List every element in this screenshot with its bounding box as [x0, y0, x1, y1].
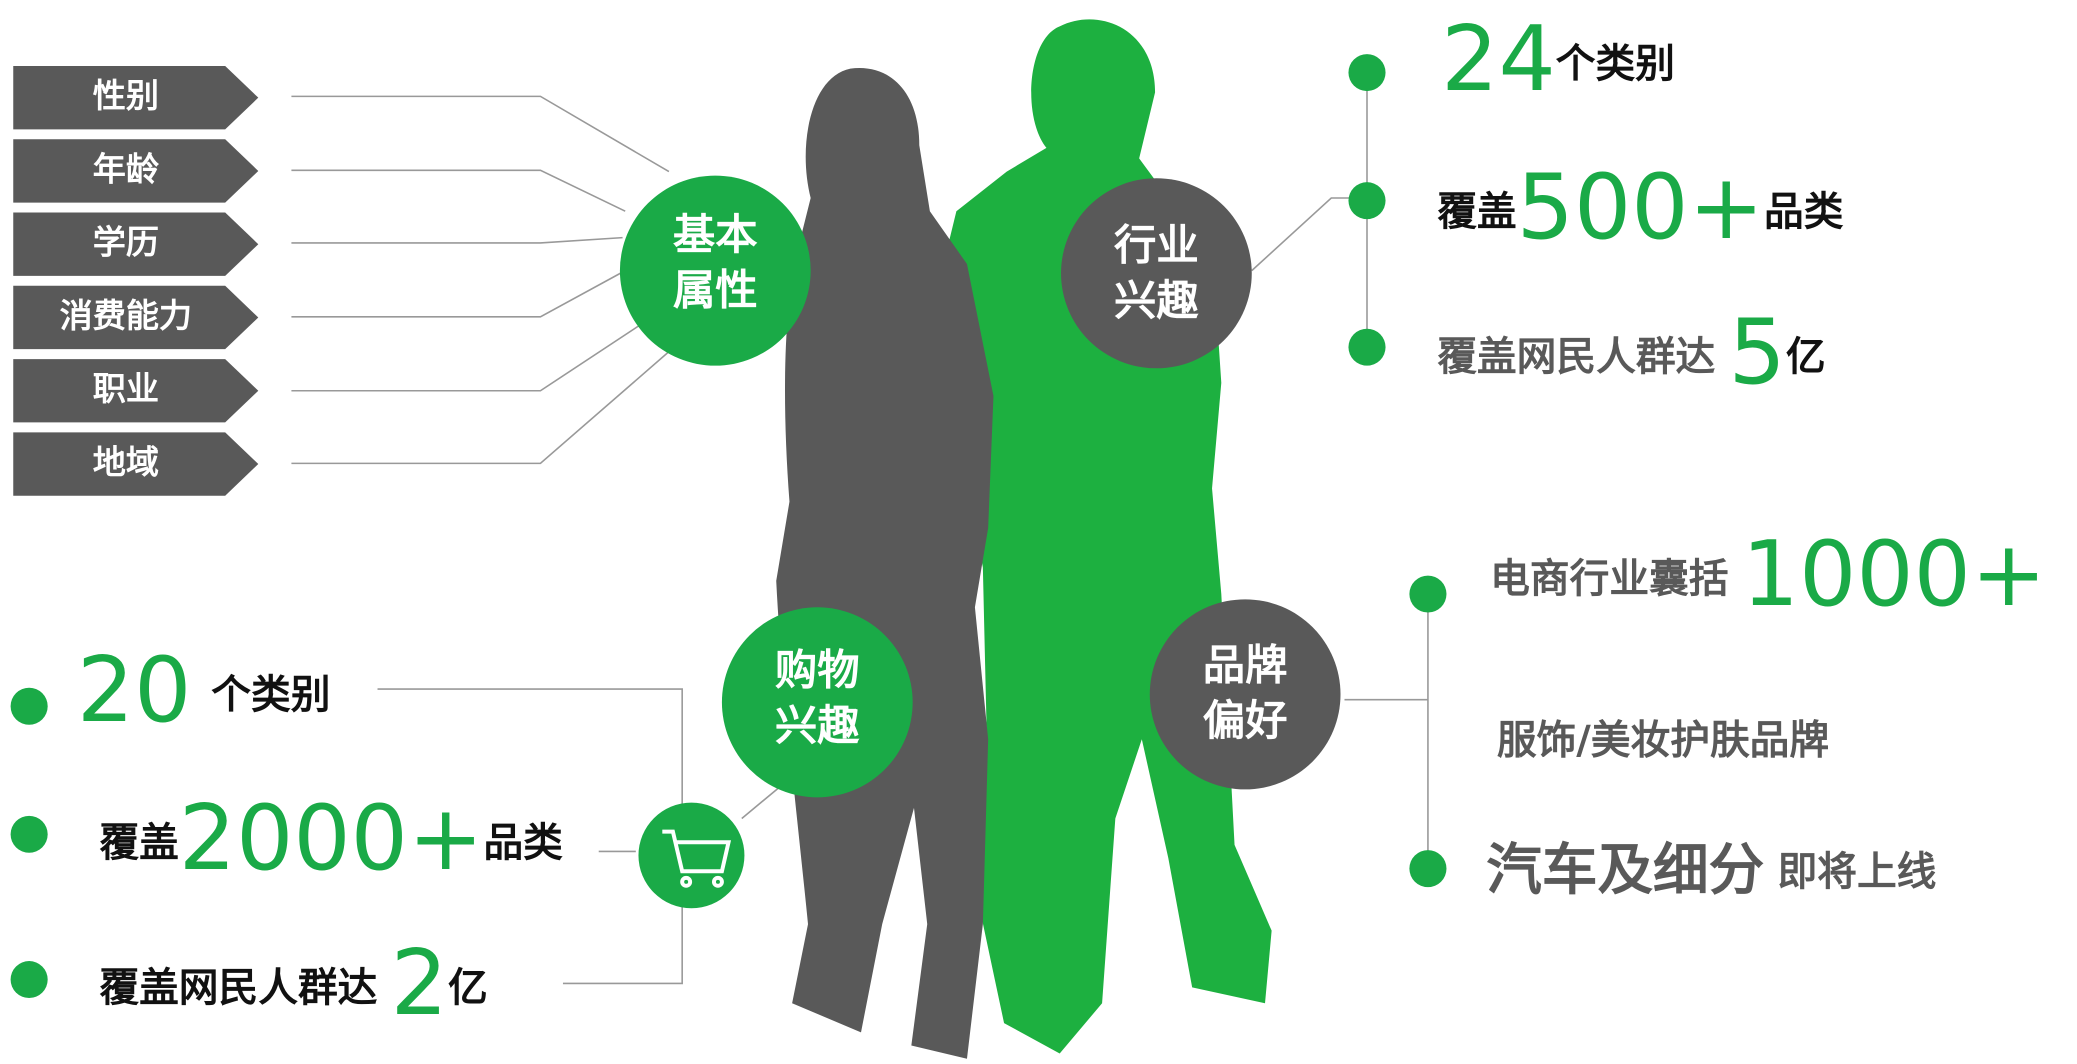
infographic: 性别年龄学历消费能力职业地域 基本 属性 行业 兴趣 购物 兴趣 品牌 偏好 2… — [0, 0, 2077, 1064]
stat-text: 品类 — [1764, 188, 1844, 234]
bullet — [1409, 850, 1446, 887]
stat-text: 亿 — [448, 965, 488, 1011]
circle-label: 兴趣 — [775, 701, 860, 750]
stat-text: 即将上线 — [1778, 848, 1937, 894]
stat-line: 覆盖2000+品类 — [98, 787, 563, 891]
tag-label: 性别 — [93, 76, 159, 115]
stat-text: 电商行业囊括 — [1490, 555, 1728, 601]
circle-label: 属性 — [673, 266, 758, 315]
bullet — [1348, 54, 1385, 91]
stat-text: 个类别 — [1556, 41, 1675, 87]
stat-line: 24个类别 — [1441, 9, 1675, 113]
stat-number: 500+ — [1517, 156, 1764, 260]
stat-number: 24 — [1441, 9, 1556, 113]
stat-text: 覆盖 — [98, 819, 178, 865]
stat-line: 电商行业囊括 1000+ — [1490, 523, 2046, 627]
bullet — [11, 816, 48, 853]
stat-number: 20 — [77, 640, 192, 744]
circle-label: 基本 — [673, 210, 758, 259]
stat-text: 覆盖 — [1436, 188, 1516, 234]
bullet — [1409, 576, 1446, 613]
tag-label: 年龄 — [93, 149, 160, 188]
industry-connector — [1252, 73, 1367, 348]
circle-label: 品牌 — [1203, 641, 1288, 690]
stat-text: 亿 — [1786, 334, 1826, 380]
tag-label: 地域 — [93, 443, 159, 482]
stat-text: 个类别 — [211, 672, 330, 718]
stat-text: 品类 — [483, 819, 563, 865]
stat-line: 覆盖500+品类 — [1436, 156, 1844, 260]
basic-connector — [291, 96, 675, 463]
stat-number: 1000+ — [1742, 523, 2047, 627]
stat-number: 5 — [1729, 302, 1786, 406]
circle-label: 购物 — [775, 646, 860, 695]
circle-label: 偏好 — [1203, 696, 1288, 745]
tag-label: 学历 — [93, 223, 159, 262]
tag-label: 消费能力 — [60, 296, 192, 335]
stat-text: 服饰/美妆护肤品牌 — [1497, 718, 1829, 764]
brand-circle — [1150, 599, 1341, 789]
stat-number: 2000+ — [179, 787, 484, 891]
stat-line: 覆盖网民人群达 5亿 — [1436, 302, 1825, 406]
bullet — [11, 688, 48, 725]
page: 性别年龄学历消费能力职业地域 基本 属性 行业 兴趣 购物 兴趣 品牌 偏好 2… — [0, 0, 2077, 1064]
tag-label: 职业 — [93, 369, 159, 408]
stat-number: 2 — [391, 933, 448, 1037]
stat-line: 覆盖网民人群达 2亿 — [98, 933, 487, 1037]
stat-line: 20 个类别 — [77, 640, 331, 744]
bullet — [1348, 329, 1385, 366]
bullet — [11, 961, 48, 998]
bullet — [1348, 182, 1385, 219]
cart-circle — [638, 803, 744, 909]
brand-connector — [1344, 594, 1427, 869]
stat-text: 覆盖网民人群达 — [1436, 334, 1715, 380]
stat-text: 汽车及细分 — [1486, 838, 1764, 903]
stat-text: 覆盖网民人群达 — [98, 965, 377, 1011]
circle-label: 行业 — [1114, 221, 1199, 270]
industry-circle — [1061, 178, 1252, 368]
stat-line: 汽车及细分即将上线 — [1486, 838, 1936, 903]
circle-label: 兴趣 — [1114, 276, 1199, 325]
